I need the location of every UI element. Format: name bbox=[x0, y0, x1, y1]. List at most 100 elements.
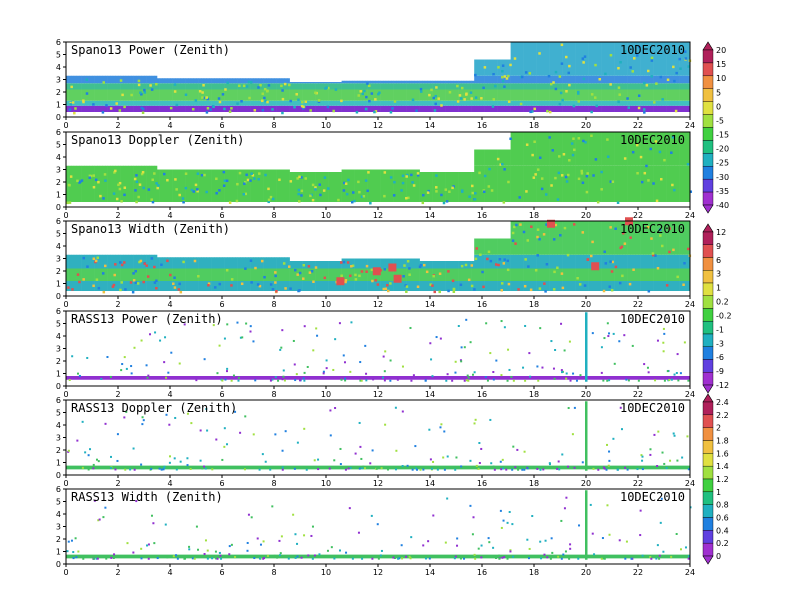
scatter-point bbox=[585, 491, 588, 494]
heatmap-cell bbox=[224, 78, 228, 84]
heatmap-cell bbox=[422, 105, 426, 112]
y-tick-label: 0 bbox=[56, 382, 61, 391]
scatter-point bbox=[140, 557, 143, 560]
heatmap-cell bbox=[582, 139, 585, 143]
heatmap-cell bbox=[388, 281, 392, 291]
x-tick-label: 8 bbox=[271, 211, 276, 220]
heatmap-cell bbox=[482, 165, 485, 202]
heatmap-cell bbox=[79, 254, 82, 269]
heatmap-cell bbox=[536, 168, 540, 171]
heatmap-cell bbox=[513, 89, 517, 101]
heatmap-cell bbox=[509, 63, 512, 67]
scatter-point bbox=[500, 468, 503, 471]
heatmap-cell bbox=[508, 165, 511, 202]
scatter-point bbox=[585, 505, 588, 508]
heatmap-cell bbox=[172, 83, 176, 90]
scatter-point bbox=[454, 555, 457, 558]
scatter-point bbox=[585, 496, 588, 499]
heatmap-cell bbox=[102, 290, 106, 294]
heatmap-cell bbox=[410, 173, 413, 177]
heatmap-cell bbox=[170, 281, 173, 291]
heatmap-cell bbox=[406, 105, 410, 112]
heatmap-cell bbox=[250, 89, 254, 101]
heatmap-cell bbox=[102, 75, 106, 84]
scatter-point bbox=[658, 554, 661, 557]
heatmap-cell bbox=[435, 268, 439, 281]
scatter-point bbox=[585, 529, 588, 532]
x-tick-label: 4 bbox=[167, 568, 172, 577]
colorbar-swatch bbox=[702, 372, 714, 386]
heatmap-cell bbox=[458, 80, 462, 84]
heatmap-cell bbox=[185, 257, 189, 269]
heatmap-cell bbox=[687, 89, 691, 101]
heatmap-cell bbox=[271, 89, 275, 101]
scatter-point bbox=[443, 468, 446, 471]
heatmap-cell bbox=[549, 221, 553, 255]
heatmap-cell bbox=[339, 172, 342, 202]
heatmap-cell bbox=[215, 191, 218, 195]
heatmap-cell bbox=[232, 105, 236, 112]
heatmap-cell bbox=[66, 89, 69, 101]
scatter-point bbox=[292, 339, 295, 342]
heatmap-cell bbox=[497, 100, 501, 106]
heatmap-cell bbox=[196, 268, 199, 281]
heatmap-cell bbox=[502, 281, 506, 291]
heatmap-cell bbox=[539, 75, 543, 84]
heatmap-cell bbox=[643, 42, 647, 76]
heatmap-cell bbox=[471, 184, 474, 188]
scatter-point bbox=[656, 339, 659, 342]
scatter-point bbox=[585, 541, 588, 544]
heatmap-cell bbox=[506, 259, 510, 263]
heatmap-cell bbox=[198, 100, 202, 106]
heatmap-cell bbox=[69, 103, 73, 106]
colorbar-swatch bbox=[702, 359, 714, 373]
heatmap-cell bbox=[319, 193, 322, 197]
heatmap-cell bbox=[578, 283, 582, 286]
heatmap-cell bbox=[167, 169, 171, 202]
scatter-point bbox=[245, 322, 248, 325]
heatmap-cell bbox=[213, 286, 217, 289]
heatmap-cell bbox=[357, 94, 360, 97]
heatmap-cell bbox=[492, 98, 496, 101]
heatmap-cell bbox=[515, 254, 519, 269]
heatmap-cell bbox=[640, 180, 644, 184]
heatmap-cell bbox=[110, 254, 114, 269]
scatter-point bbox=[585, 319, 588, 322]
heatmap-cell bbox=[580, 221, 584, 255]
scatter-point bbox=[637, 379, 640, 382]
heatmap-cell bbox=[495, 100, 498, 106]
heatmap-cell bbox=[134, 269, 137, 273]
heatmap-cell bbox=[640, 165, 644, 202]
scatter-point bbox=[585, 503, 588, 506]
heatmap-cell bbox=[228, 201, 232, 204]
heatmap-cell bbox=[671, 42, 675, 76]
heatmap-cell bbox=[79, 83, 82, 90]
heatmap-cell bbox=[552, 132, 556, 166]
heatmap-cell bbox=[320, 105, 324, 112]
heatmap-cell bbox=[661, 165, 665, 202]
heatmap-cell bbox=[596, 281, 600, 291]
heatmap-cell bbox=[279, 257, 283, 269]
heatmap-cell bbox=[560, 132, 563, 166]
scatter-point bbox=[269, 377, 272, 380]
colorbar-label: 2.2 bbox=[716, 411, 729, 420]
heatmap-cell bbox=[227, 89, 231, 101]
heatmap-cell bbox=[434, 186, 438, 189]
heatmap-cell bbox=[341, 89, 345, 101]
heatmap-cell bbox=[326, 105, 330, 109]
heatmap-cell bbox=[323, 100, 327, 106]
heatmap-cell bbox=[411, 268, 415, 281]
scatter-point bbox=[585, 459, 588, 462]
heatmap-cell bbox=[428, 93, 431, 97]
heatmap-cell bbox=[570, 142, 574, 145]
heatmap-cell bbox=[250, 257, 254, 269]
heatmap-cell bbox=[614, 75, 618, 84]
heatmap-cell bbox=[505, 83, 509, 90]
heatmap-cell bbox=[658, 165, 662, 202]
scatter-point bbox=[411, 468, 414, 471]
heatmap-cell bbox=[656, 83, 660, 90]
heatmap-cell bbox=[378, 80, 381, 84]
heatmap-cell bbox=[609, 83, 613, 90]
heatmap-cell bbox=[409, 105, 413, 112]
heatmap-cell bbox=[375, 169, 379, 202]
